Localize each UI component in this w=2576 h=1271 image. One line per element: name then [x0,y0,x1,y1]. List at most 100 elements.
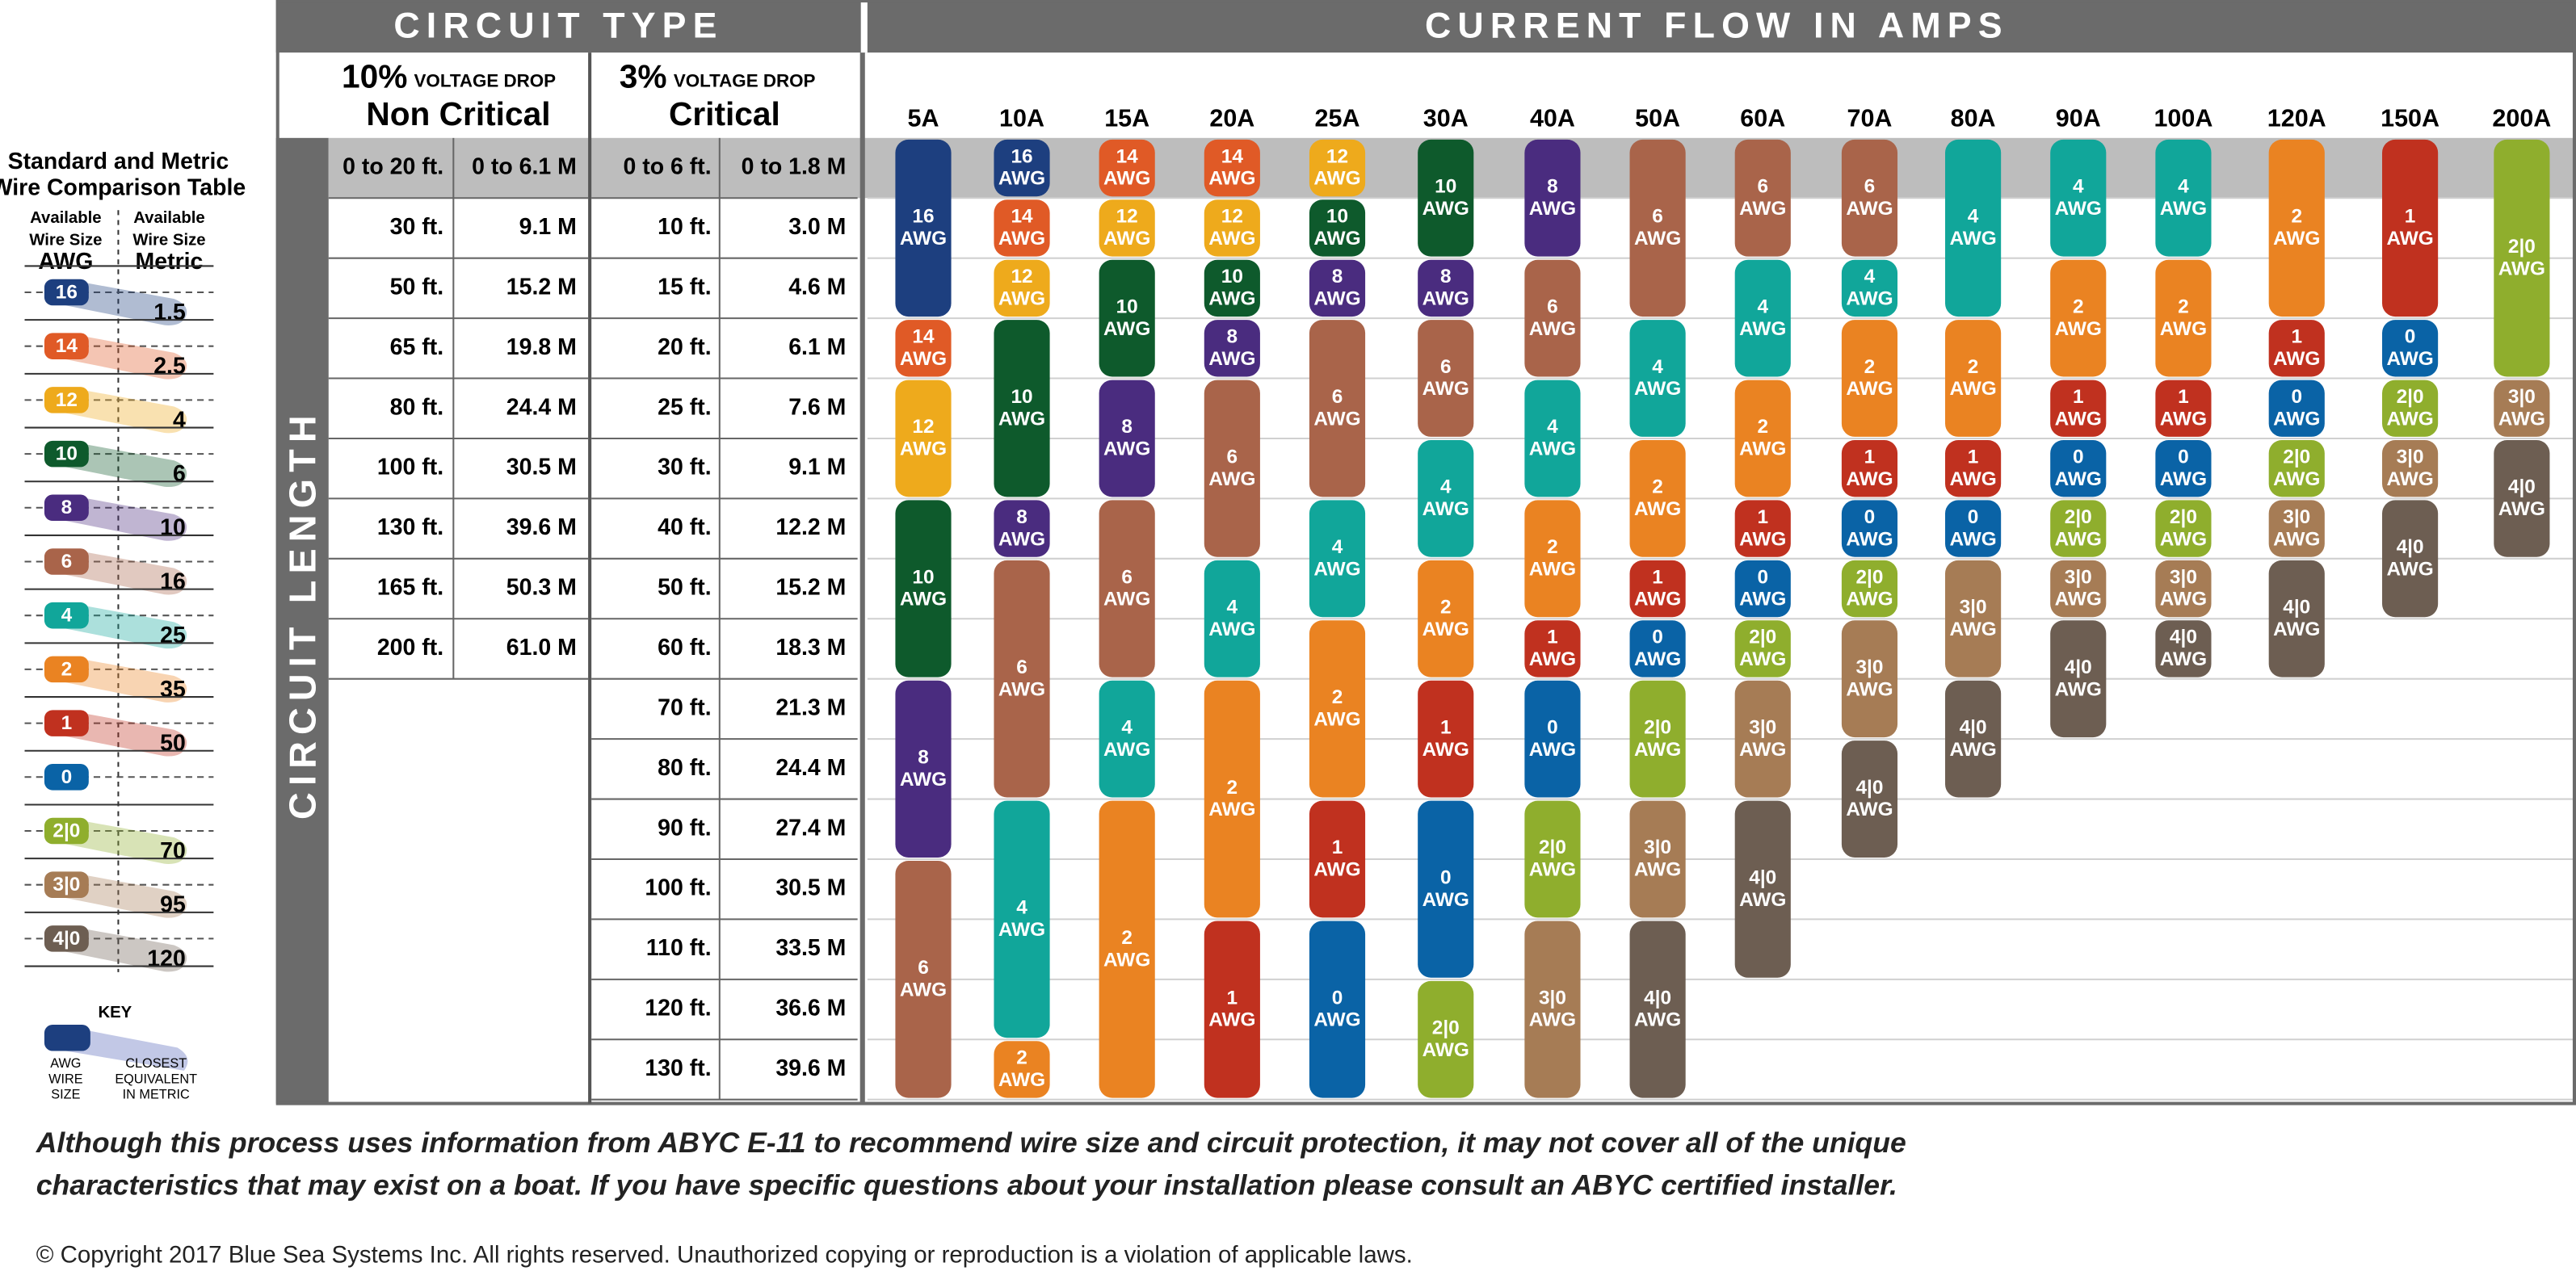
gauge-unit: AWG [900,769,947,791]
gauge-label: 3|0 [2065,566,2092,588]
key-metric: EQUIVALENT [115,1072,197,1086]
wire-segment [1945,500,2002,557]
gauge-label: 12 [912,416,934,438]
key-awg: AWG [50,1056,81,1071]
copyright: © Copyright 2017 Blue Sea Systems Inc. A… [36,1241,1413,1268]
gauge-unit: AWG [1422,498,1469,520]
gauge-label: 2|0 [2170,506,2197,528]
wire-segment [2155,560,2212,618]
wire-segment [895,139,952,317]
length-ft: 80 ft. [658,755,711,781]
wire-segment [1945,680,2002,798]
gauge-label: 1 [1968,446,1979,468]
legend-metric: 50 [160,731,186,757]
legend-swatch [44,871,89,898]
gauge-label: 1 [1757,506,1768,528]
legend-swatch [44,548,89,575]
gauge-label: 3|0 [1960,596,1987,618]
gauge-unit: AWG [1949,378,1996,400]
gauge-label: 3|0 [2508,386,2536,408]
gauge-unit: AWG [2386,348,2433,370]
gauge-unit: AWG [1949,228,1996,250]
wire-segment [1945,139,2002,317]
length-ft: 200 ft. [377,635,443,661]
gauge-label: 2 [1864,356,1876,378]
gauge-unit: AWG [998,288,1045,310]
gauge-unit: AWG [1103,168,1150,190]
gauge-unit: AWG [1529,1009,1576,1031]
gauge-unit: AWG [1739,198,1786,220]
length-m: 7.6 M [788,394,846,420]
gauge-label: 2|0 [2065,506,2092,528]
wire-segment [1099,800,1155,1098]
wire-segment [2382,380,2439,437]
length-m: 27.4 M [775,815,846,841]
gauge-unit: AWG [2273,348,2320,370]
wire-segment [2268,560,2325,677]
legend-swatch [44,817,89,845]
gauge-unit: AWG [1313,1009,1360,1031]
wire-segment [994,199,1050,257]
circuit-type-name: Non Critical [366,95,550,132]
wire-segment [2050,259,2107,377]
length-ft: 65 ft. [390,334,443,360]
gauge-label: 0 [1332,987,1343,1009]
gauge-label: 2 [2291,206,2302,228]
wire-segment [2050,500,2107,557]
gauge-unit: AWG [1949,739,1996,761]
gauge-unit: AWG [900,438,947,460]
length-ft: 100 ft. [645,875,711,901]
gauge-unit: AWG [1103,739,1150,761]
circuit-type-name: Critical [669,95,780,132]
gauge-label: 2|0 [2283,446,2310,468]
gauge-label: 4|0 [1749,866,1776,888]
wire-segment [994,1041,1050,1098]
gauge-unit: AWG [1739,889,1786,911]
gauge-label: 4|0 [1960,716,1987,738]
gauge-label: 2|0 [1749,627,1776,648]
gauge-label: 2 [2178,296,2189,317]
frame [275,0,2576,1105]
gauge-label: 2 [1227,777,1238,799]
amps-label: 100A [2154,105,2213,132]
wire-segment [1309,199,1366,257]
wire-segment [2050,139,2107,257]
gauge-label: 4 [2178,175,2189,197]
legend-gauge: 14 [56,335,78,357]
wire-segment [2155,259,2212,377]
key-swatch [44,1024,90,1051]
wire-segment [1418,800,1474,978]
gauge-unit: AWG [1103,228,1150,250]
gauge-unit: AWG [2055,468,2102,490]
legend-gauge: 12 [56,389,78,411]
gauge-label: 8 [1547,175,1558,197]
wire-segment [1309,800,1366,918]
gauge-unit: AWG [2273,228,2320,250]
gauge-unit: AWG [1846,378,1893,400]
wire-segment [2494,440,2550,557]
gauge-label: 3|0 [2283,506,2310,528]
amps-label: 40A [1530,105,1575,132]
length-m: 30.5 M [775,875,846,901]
wire-segment [1099,259,1155,377]
wire-segment [994,320,1050,497]
legend-swatch [44,710,89,736]
gauge-label: 4 [1016,897,1027,919]
gauge-unit: AWG [2273,468,2320,490]
gauge-unit: AWG [2055,589,2102,610]
gauge-label: 10 [1435,175,1456,197]
wire-segment [994,139,1050,197]
gauge-label: 4 [1864,266,1876,287]
gauge-unit: AWG [1313,408,1360,430]
length-ft: 120 ft. [645,996,711,1021]
length-ft: 130 ft. [377,514,443,540]
metric-band [65,387,187,434]
wire-segment [2268,500,2325,557]
gauge-unit: AWG [2160,468,2207,490]
gauge-label: 4 [1332,536,1343,558]
legend-swatch [44,440,89,468]
wire-segment [895,320,952,377]
length-ft: 70 ft. [658,694,711,720]
gauge-label: 8 [1121,416,1133,438]
length-m: 33.5 M [775,935,846,961]
